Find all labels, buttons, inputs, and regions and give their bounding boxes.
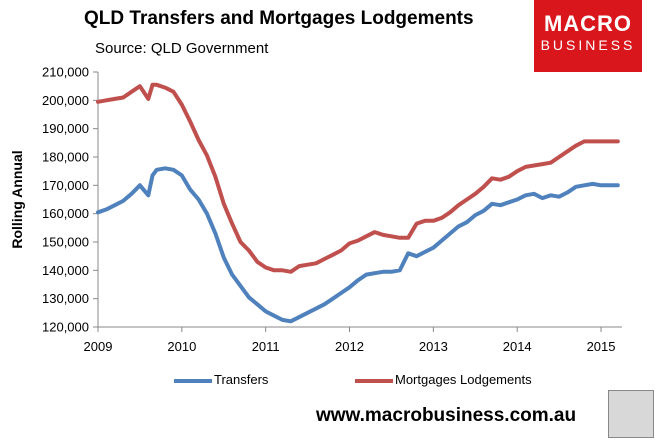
legend-item-transfers: Transfers [174,372,268,387]
y-tick-label: 140,000 [42,263,89,278]
y-tick-label: 120,000 [42,320,89,335]
legend-item-mortgages: Mortgages Lodgements [355,372,532,387]
y-tick-label: 190,000 [42,121,89,136]
chart-axes: 120,000 130,000 140,000 150,000 160,000 170,0… [9,65,622,354]
legend-label-transfers: Transfers [214,372,269,387]
y-tick-label: 200,000 [42,93,89,108]
y-tick-label: 160,000 [42,206,89,221]
x-tick-label: 2009 [84,339,113,354]
x-tick-label: 2013 [419,339,448,354]
chart-title: QLD Transfers and Mortgages Lodgements [84,8,474,29]
legend-label-mortgages: Mortgages Lodgements [395,372,532,387]
chart-series [96,82,620,324]
website-url: www.macrobusiness.com.au [316,405,577,426]
y-tick-label: 180,000 [42,150,89,165]
series-line-transfers [96,166,620,324]
y-tick-label: 150,000 [42,235,89,250]
y-tick-label: 170,000 [42,178,89,193]
logo-line1: MACRO [543,11,633,36]
logo-line2: BUSINESS [540,37,636,53]
x-tick-label: 2010 [167,339,196,354]
x-tick-label: 2012 [335,339,364,354]
legend-swatch-transfers [174,378,212,383]
chart-subtitle: Source: QLD Government [95,40,269,57]
series-line-mortgages-lodgements [96,82,620,274]
x-tick-label: 2015 [587,339,616,354]
y-tick-label: 210,000 [42,65,89,80]
legend-swatch-mortgages [355,378,393,383]
macrobusiness-logo: MACRO BUSINESS [534,0,642,72]
x-tick-label: 2014 [503,339,532,354]
y-axis-label: Rolling Annual [9,150,25,248]
x-tick-label: 2011 [252,339,280,354]
wolf-logo-icon [608,390,654,438]
y-tick-label: 130,000 [42,291,89,306]
